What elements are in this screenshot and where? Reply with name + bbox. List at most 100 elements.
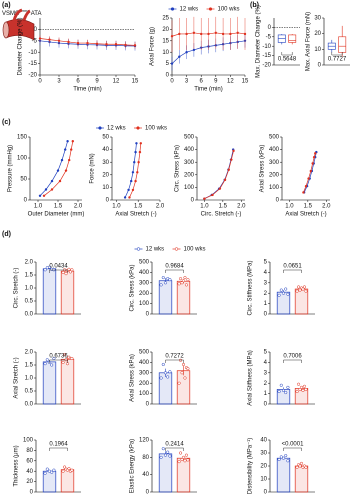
point xyxy=(227,168,230,171)
p-value: 0.1964 xyxy=(49,442,68,448)
bar xyxy=(294,288,309,315)
panel-label: (b) xyxy=(250,2,259,9)
y-tick-label: 1.5 xyxy=(25,273,34,279)
point xyxy=(86,41,89,45)
y-tick-label: 0 xyxy=(30,490,34,496)
y-axis-label: Axial Stress (kPa) xyxy=(130,354,136,402)
y-tick-label: 5 xyxy=(264,260,268,266)
data-point xyxy=(67,467,71,471)
point xyxy=(56,169,60,172)
data-point xyxy=(61,360,65,364)
point xyxy=(123,196,127,199)
data-point xyxy=(286,459,290,463)
y-axis-label: Distensibility (MPa⁻¹) xyxy=(248,438,254,495)
y-tick-label: -5 xyxy=(266,34,272,40)
image-label-text: VSMC xyxy=(2,11,20,17)
y-tick-label: -15 xyxy=(28,61,37,67)
point xyxy=(133,44,137,47)
data-point xyxy=(163,281,168,285)
point xyxy=(71,140,75,143)
y-tick-label: 0 xyxy=(264,312,268,318)
x-tick-label: 2.0 xyxy=(156,204,165,210)
significance-bracket xyxy=(283,359,302,363)
data-point xyxy=(61,270,65,274)
data-point xyxy=(186,367,190,371)
data-point xyxy=(43,362,47,366)
y-tick-label: 50 xyxy=(102,135,109,141)
legend-label: 12 wks xyxy=(180,7,199,13)
data-point xyxy=(304,387,308,391)
y-tick-label: 20 xyxy=(26,479,33,485)
point xyxy=(44,188,48,191)
data-point xyxy=(177,460,181,464)
y-axis-label: Force (mN) xyxy=(90,153,96,183)
point xyxy=(229,32,232,36)
point xyxy=(243,32,247,36)
significance-bracket xyxy=(331,52,343,56)
data-point xyxy=(183,276,187,280)
y-axis-label: Max. Axial Force (mN) xyxy=(306,12,312,71)
data-point xyxy=(43,268,47,272)
y-tick-label: 5 xyxy=(166,61,170,67)
y-tick-label: 0 xyxy=(146,490,150,496)
point xyxy=(302,191,305,194)
point xyxy=(48,38,51,41)
p-value: 0.5648 xyxy=(278,57,297,63)
x-tick-label: 6 xyxy=(200,79,204,85)
data-point xyxy=(183,459,187,463)
data-point xyxy=(180,281,184,285)
data-point xyxy=(177,381,181,385)
y-tick-label: 40 xyxy=(26,469,33,475)
y-tick-label: 200 xyxy=(139,381,150,387)
y-tick-label: 80 xyxy=(26,448,33,454)
bar xyxy=(276,457,291,493)
data-point xyxy=(43,471,47,475)
data-point xyxy=(301,287,305,291)
box xyxy=(338,36,347,53)
data-point xyxy=(168,278,172,282)
y-tick-label: 0 xyxy=(191,198,195,204)
legend-label: 100 wks xyxy=(145,126,167,132)
bar xyxy=(176,280,191,315)
y-tick-label: -20 xyxy=(28,73,37,79)
y-tick-label: 500 xyxy=(139,350,150,356)
data-point xyxy=(286,292,290,296)
x-tick-label: 1.0 xyxy=(34,204,43,210)
x-tick-label: 1.5 xyxy=(54,204,63,210)
x-tick-label: 1.0 xyxy=(200,204,209,210)
data-point xyxy=(50,363,54,367)
data-point xyxy=(180,371,184,375)
y-tick-label: 2 xyxy=(264,381,268,387)
data-point xyxy=(298,288,302,292)
y-tick-label: 400 xyxy=(184,147,195,153)
y-tick-label: 10 xyxy=(314,47,321,53)
y-tick-label: 400 xyxy=(139,360,150,366)
x-tick-label: 3 xyxy=(185,79,189,85)
x-tick-label: 12 xyxy=(113,79,120,85)
y-tick-label: 4 xyxy=(264,360,268,366)
p-value: 0.2414 xyxy=(165,442,184,448)
data-point xyxy=(281,388,286,393)
data-point xyxy=(161,362,165,367)
data-point xyxy=(279,383,283,387)
data-point xyxy=(299,461,304,465)
y-tick-label: 0 xyxy=(146,312,150,318)
significance-bracket xyxy=(49,269,68,273)
y-tick-label: 10 xyxy=(260,477,267,483)
y-tick-label: 25 xyxy=(162,16,169,22)
point xyxy=(128,196,131,199)
panel-label: (d) xyxy=(2,231,11,238)
point xyxy=(192,48,196,52)
p-value: 0.7006 xyxy=(283,354,302,360)
point xyxy=(232,149,235,153)
y-tick-label: 1.0 xyxy=(25,376,34,382)
point xyxy=(60,158,64,162)
y-tick-label: 120 xyxy=(139,438,150,444)
y-tick-label: -15 xyxy=(262,53,271,59)
data-point xyxy=(304,465,308,469)
point xyxy=(136,171,139,174)
data-point xyxy=(180,457,184,462)
point xyxy=(311,162,314,165)
point xyxy=(134,179,137,183)
y-tick-label: 500 xyxy=(184,135,195,141)
